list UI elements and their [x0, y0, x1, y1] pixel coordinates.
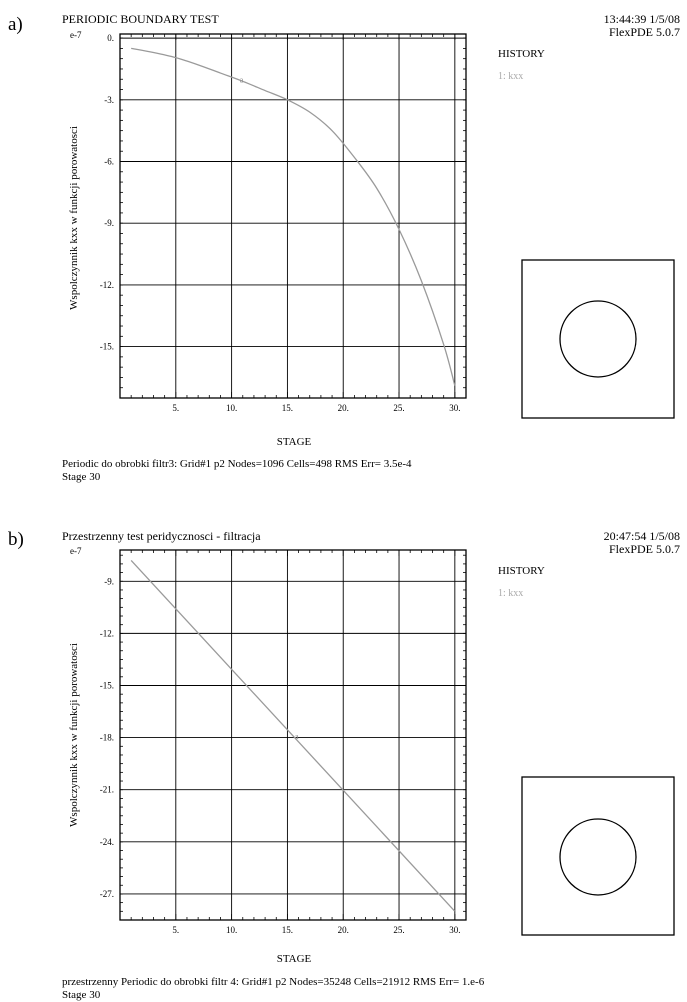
- y-tick-label: -12.: [100, 280, 114, 290]
- x-tick-label: 10.: [226, 925, 237, 935]
- plot-frame: [119, 549, 467, 921]
- legend-title: HISTORY: [498, 565, 545, 577]
- footer-stage: Stage 30: [62, 989, 101, 1001]
- domain-thumbnail: [521, 776, 675, 936]
- y-exponent: e-7: [70, 546, 82, 556]
- footer-info: Periodic do obrobki filtr3: Grid#1 p2 No…: [62, 458, 412, 470]
- domain-thumbnail: [521, 259, 675, 419]
- y-tick-label: -6.: [104, 157, 114, 167]
- y-tick-label: 0.: [107, 33, 114, 43]
- y-tick-label: -9.: [104, 576, 114, 586]
- y-tick-label: -12.: [100, 628, 114, 638]
- software-version: FlexPDE 5.0.7: [609, 542, 680, 556]
- y-tick-label: -15.: [100, 342, 114, 352]
- x-tick-label: 5.: [172, 925, 179, 935]
- x-tick-label: 15.: [282, 403, 293, 413]
- footer-stage: Stage 30: [62, 471, 101, 483]
- timestamp: 13:44:39 1/5/08: [604, 12, 680, 26]
- x-tick-label: 25.: [393, 925, 404, 935]
- panel-label: a): [8, 14, 23, 35]
- domain-circle: [559, 300, 637, 378]
- series-curve-label: a: [240, 75, 244, 84]
- x-tick-label: 25.: [393, 403, 404, 413]
- domain-square: [521, 776, 675, 936]
- x-tick-label: 5.: [172, 403, 179, 413]
- panel-label: b): [8, 529, 24, 550]
- panel-a: a) PERIODIC BOUNDARY TEST 13:44:39 1/5/0…: [8, 12, 680, 483]
- footer-info: przestrzenny Periodic do obrobki filtr 4…: [62, 976, 485, 988]
- x-tick-label: 30.: [449, 403, 460, 413]
- chart-title: Przestrzenny test peridycznosci - filtra…: [62, 529, 261, 543]
- x-tick-label: 20.: [338, 403, 349, 413]
- chart-title: PERIODIC BOUNDARY TEST: [62, 12, 219, 26]
- x-tick-label: 30.: [449, 925, 460, 935]
- y-tick-label: -27.: [100, 889, 114, 899]
- plot-area: 5. 10. 15. 20. 25. 30. 0. -3. -6. -9. -12. -15. a: [100, 33, 467, 413]
- legend-entry: 1: kxx: [498, 71, 523, 82]
- y-tick-label: -9.: [104, 218, 114, 228]
- legend-title: HISTORY: [498, 48, 545, 60]
- y-tick-label: -3.: [104, 95, 114, 105]
- x-tick-label: 20.: [338, 925, 349, 935]
- x-tick-label: 10.: [226, 403, 237, 413]
- domain-circle: [559, 818, 637, 896]
- y-axis-label: Wspolczynnik kxx w funkcji porowatosci: [68, 126, 80, 310]
- timestamp: 20:47:54 1/5/08: [604, 529, 680, 543]
- y-exponent: e-7: [70, 30, 82, 40]
- plot-area: 5. 10. 15. 20. 25. 30. -9. -12. -15. -18. -21. -24.…: [100, 549, 467, 935]
- y-axis-label: Wspolczynnik kxx w funkcji porowatosci: [68, 643, 80, 827]
- series-line-kxx: [131, 47, 456, 386]
- software-version: FlexPDE 5.0.7: [609, 25, 680, 39]
- panel-b: b) Przestrzenny test peridycznosci - fil…: [8, 529, 680, 1001]
- y-tick-label: -15.: [100, 680, 114, 690]
- series-line-kxx: [130, 559, 456, 912]
- x-axis-label: STAGE: [277, 953, 312, 965]
- series-curve-label: a: [295, 732, 299, 741]
- plot-frame: [119, 33, 467, 399]
- legend-entry: 1: kxx: [498, 588, 523, 599]
- y-tick-label: -24.: [100, 837, 114, 847]
- y-tick-label: -21.: [100, 785, 114, 795]
- y-tick-label: -18.: [100, 733, 114, 743]
- domain-square: [521, 259, 675, 419]
- x-tick-label: 15.: [282, 925, 293, 935]
- x-axis-label: STAGE: [277, 436, 312, 448]
